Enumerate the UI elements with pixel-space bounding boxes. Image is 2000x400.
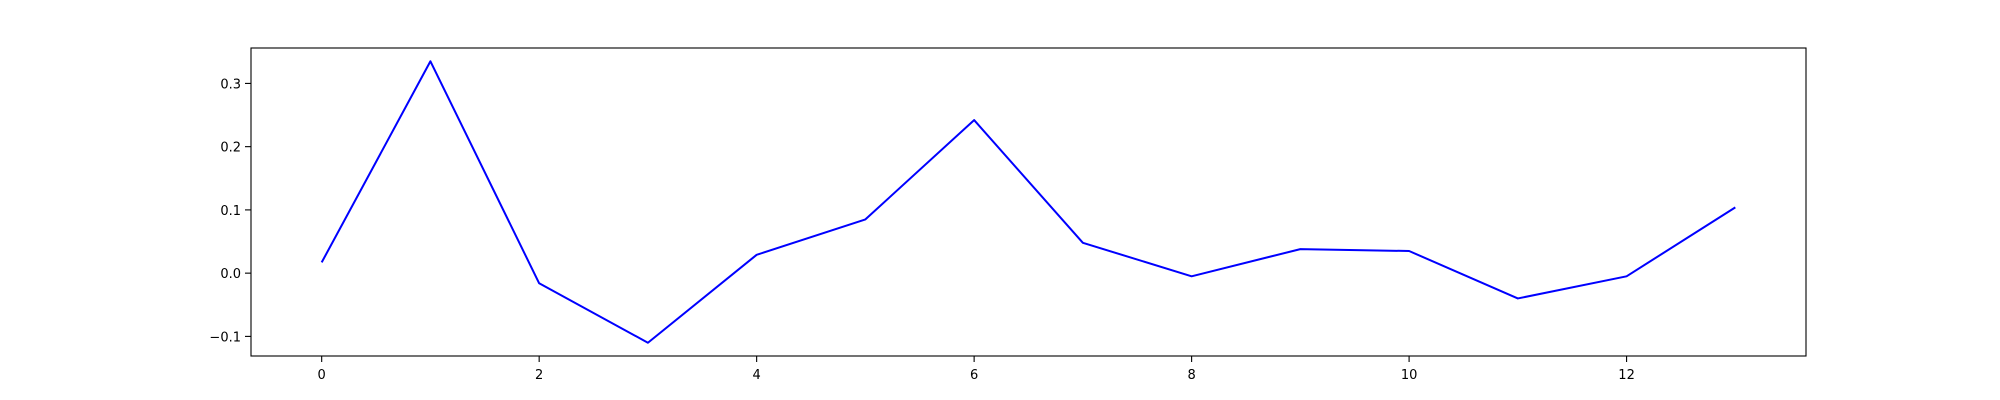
y-tick-label: 0.0	[220, 267, 241, 282]
x-tick-label: 0	[318, 368, 326, 383]
x-tick-label: 2	[535, 368, 543, 383]
y-tick-label: −0.1	[209, 330, 241, 345]
x-tick-label: 4	[753, 368, 761, 383]
x-tick-label: 10	[1401, 368, 1418, 383]
x-tick-label: 8	[1187, 368, 1195, 383]
y-tick-label: 0.1	[220, 204, 241, 219]
x-axis: 0 2 4 6 8 10 12	[318, 356, 1635, 383]
y-axis: −0.1 0.0 0.1 0.2 0.3	[209, 77, 251, 345]
series-line-0	[320, 60, 1736, 344]
y-tick-label: 0.3	[220, 77, 241, 92]
x-tick-label: 12	[1618, 368, 1635, 383]
series-layer	[320, 60, 1736, 344]
axes-frame	[250, 47, 1807, 357]
x-tick-label: 6	[970, 368, 978, 383]
y-tick-label: 0.2	[220, 141, 241, 156]
